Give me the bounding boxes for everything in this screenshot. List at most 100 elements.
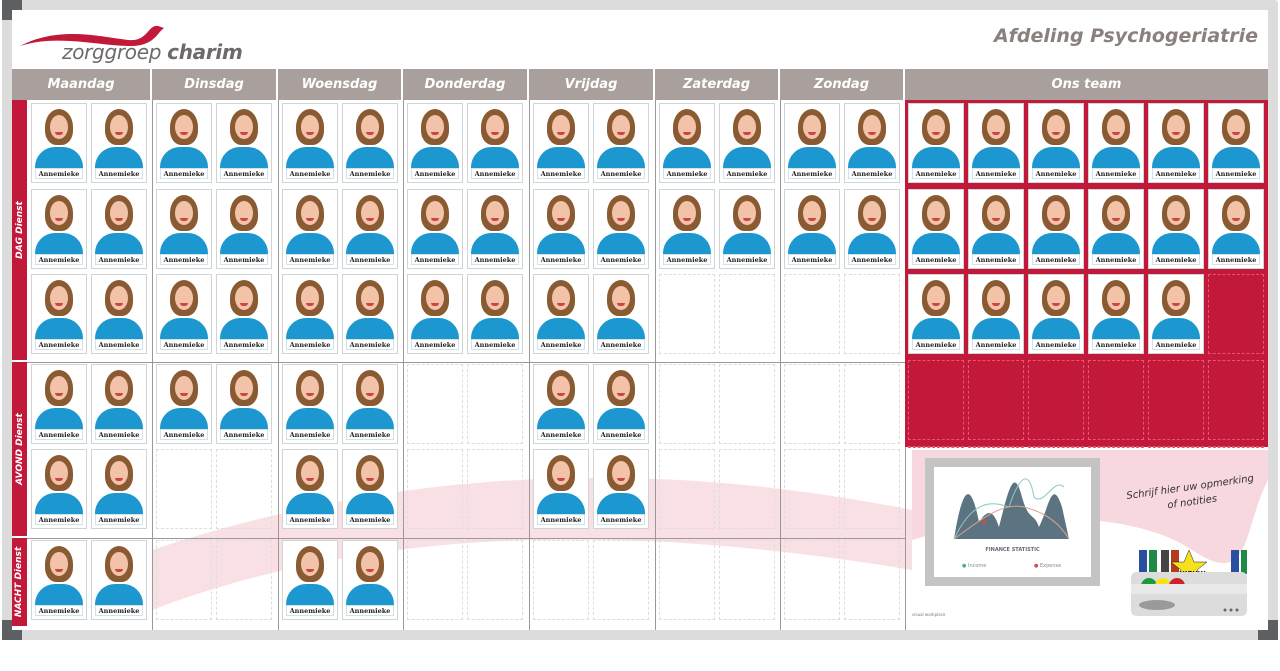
empty-slot[interactable] xyxy=(968,446,1024,448)
person-card[interactable]: Annemieke xyxy=(216,274,272,354)
person-card[interactable]: Annemieke xyxy=(1088,189,1144,269)
empty-slot[interactable] xyxy=(156,449,212,529)
empty-slot[interactable] xyxy=(216,449,272,529)
person-card[interactable]: Annemieke xyxy=(342,540,398,620)
empty-slot[interactable] xyxy=(156,540,212,620)
person-card[interactable]: Annemieke xyxy=(719,189,775,269)
person-card[interactable]: Annemieke xyxy=(216,364,272,444)
person-card[interactable]: Annemieke xyxy=(467,274,523,354)
empty-slot[interactable] xyxy=(1028,360,1084,440)
person-card[interactable]: Annemieke xyxy=(844,103,900,183)
person-card[interactable]: Annemieke xyxy=(593,189,649,269)
empty-slot[interactable] xyxy=(719,274,775,354)
empty-slot[interactable] xyxy=(407,364,463,444)
person-card[interactable]: Annemieke xyxy=(31,540,87,620)
person-card[interactable]: Annemieke xyxy=(91,449,147,529)
person-card[interactable]: Annemieke xyxy=(533,449,589,529)
person-card[interactable]: Annemieke xyxy=(467,189,523,269)
empty-slot[interactable] xyxy=(719,540,775,620)
empty-slot[interactable] xyxy=(659,274,715,354)
person-card[interactable]: Annemieke xyxy=(156,364,212,444)
person-card[interactable]: Annemieke xyxy=(91,189,147,269)
person-card[interactable]: Annemieke xyxy=(593,103,649,183)
empty-slot[interactable] xyxy=(908,360,964,440)
empty-slot[interactable] xyxy=(784,449,840,529)
empty-slot[interactable] xyxy=(1088,360,1144,440)
person-card[interactable]: Annemieke xyxy=(593,449,649,529)
empty-slot[interactable] xyxy=(467,540,523,620)
person-card[interactable]: Annemieke xyxy=(1148,274,1204,354)
person-card[interactable]: Annemieke xyxy=(282,364,338,444)
empty-slot[interactable] xyxy=(719,449,775,529)
person-card[interactable]: Annemieke xyxy=(156,103,212,183)
person-card[interactable]: Annemieke xyxy=(1208,189,1264,269)
empty-slot[interactable] xyxy=(407,449,463,529)
person-card[interactable]: Annemieke xyxy=(282,103,338,183)
empty-slot[interactable] xyxy=(659,364,715,444)
person-card[interactable]: Annemieke xyxy=(31,103,87,183)
person-card[interactable]: Annemieke xyxy=(593,274,649,354)
person-card[interactable]: Annemieke xyxy=(1208,103,1264,183)
empty-slot[interactable] xyxy=(784,274,840,354)
empty-slot[interactable] xyxy=(1148,446,1204,448)
person-card[interactable]: Annemieke xyxy=(593,364,649,444)
person-card[interactable]: Annemieke xyxy=(784,189,840,269)
person-card[interactable]: Annemieke xyxy=(31,189,87,269)
person-card[interactable]: Annemieke xyxy=(1028,103,1084,183)
person-card[interactable]: Annemieke xyxy=(968,274,1024,354)
person-card[interactable]: Annemieke xyxy=(407,103,463,183)
empty-slot[interactable] xyxy=(216,540,272,620)
person-card[interactable]: Annemieke xyxy=(1148,189,1204,269)
empty-slot[interactable] xyxy=(533,540,589,620)
person-card[interactable]: Annemieke xyxy=(719,103,775,183)
person-card[interactable]: Annemieke xyxy=(342,274,398,354)
empty-slot[interactable] xyxy=(844,364,900,444)
person-card[interactable]: Annemieke xyxy=(342,364,398,444)
empty-slot[interactable] xyxy=(1208,360,1264,440)
empty-slot[interactable] xyxy=(1148,360,1204,440)
person-card[interactable]: Annemieke xyxy=(156,189,212,269)
person-card[interactable]: Annemieke xyxy=(908,189,964,269)
person-card[interactable]: Annemieke xyxy=(968,189,1024,269)
empty-slot[interactable] xyxy=(719,364,775,444)
person-card[interactable]: Annemieke xyxy=(659,103,715,183)
empty-slot[interactable] xyxy=(784,540,840,620)
person-card[interactable]: Annemieke xyxy=(533,274,589,354)
empty-slot[interactable] xyxy=(1208,446,1264,448)
empty-slot[interactable] xyxy=(844,540,900,620)
person-card[interactable]: Annemieke xyxy=(282,540,338,620)
empty-slot[interactable] xyxy=(1088,446,1144,448)
person-card[interactable]: Annemieke xyxy=(844,189,900,269)
person-card[interactable]: Annemieke xyxy=(908,274,964,354)
empty-slot[interactable] xyxy=(467,364,523,444)
person-card[interactable]: Annemieke xyxy=(216,103,272,183)
person-card[interactable]: Annemieke xyxy=(1028,274,1084,354)
person-card[interactable]: Annemieke xyxy=(659,189,715,269)
person-card[interactable]: Annemieke xyxy=(342,449,398,529)
person-card[interactable]: Annemieke xyxy=(407,274,463,354)
empty-slot[interactable] xyxy=(659,540,715,620)
empty-slot[interactable] xyxy=(844,274,900,354)
person-card[interactable]: Annemieke xyxy=(1028,189,1084,269)
empty-slot[interactable] xyxy=(1028,446,1084,448)
person-card[interactable]: Annemieke xyxy=(91,364,147,444)
person-card[interactable]: Annemieke xyxy=(342,103,398,183)
person-card[interactable]: Annemieke xyxy=(533,364,589,444)
person-card[interactable]: Annemieke xyxy=(282,449,338,529)
person-card[interactable]: Annemieke xyxy=(1088,103,1144,183)
person-card[interactable]: Annemieke xyxy=(156,274,212,354)
empty-slot[interactable] xyxy=(659,449,715,529)
empty-slot[interactable] xyxy=(968,360,1024,440)
person-card[interactable]: Annemieke xyxy=(91,540,147,620)
person-card[interactable]: Annemieke xyxy=(216,189,272,269)
empty-slot[interactable] xyxy=(844,449,900,529)
person-card[interactable]: Annemieke xyxy=(31,364,87,444)
person-card[interactable]: Annemieke xyxy=(31,449,87,529)
person-card[interactable]: Annemieke xyxy=(968,103,1024,183)
person-card[interactable]: Annemieke xyxy=(533,189,589,269)
empty-slot[interactable] xyxy=(407,540,463,620)
person-card[interactable]: Annemieke xyxy=(91,274,147,354)
empty-slot[interactable] xyxy=(1208,274,1264,354)
person-card[interactable]: Annemieke xyxy=(533,103,589,183)
person-card[interactable]: Annemieke xyxy=(467,103,523,183)
